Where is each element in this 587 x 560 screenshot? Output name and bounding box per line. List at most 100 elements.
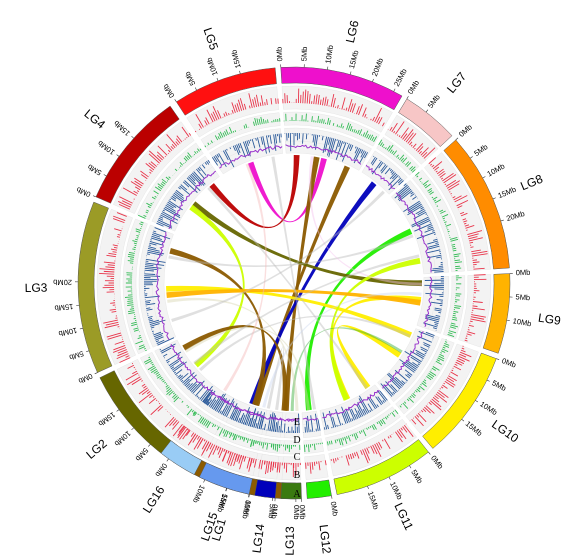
track-c-bars-lg6 xyxy=(283,113,378,143)
tick-label-lg6-2: 10Mb xyxy=(323,44,335,64)
track-b-bars-lg11 xyxy=(330,423,414,466)
ideogram-lg2 xyxy=(99,370,179,460)
track-c-bars-lg9 xyxy=(447,275,462,337)
chromosome-label-lg8: LG8 xyxy=(518,172,545,194)
tick-label-lg3-3: 15Mb xyxy=(54,302,74,313)
track-e-bg-lg7 xyxy=(361,161,399,195)
tick-label-lg3-4: 20Mb xyxy=(53,278,72,287)
track-c-bars-lg15 xyxy=(222,429,261,448)
tick-mark-lg2-0 xyxy=(166,458,169,462)
chromosome-label-lg2: LG2 xyxy=(83,436,110,462)
tick-label-lg2-2: 10Mb xyxy=(113,429,133,448)
track-b-bars-lg15 xyxy=(212,445,258,467)
track-e-line-lg11 xyxy=(322,390,380,419)
tick-mark-lg6-3 xyxy=(349,71,352,75)
track-b-bg-lg4 xyxy=(113,121,195,214)
track-letter-c: C xyxy=(294,452,301,463)
ideogram-lg8 xyxy=(443,139,510,270)
data-tracks xyxy=(99,88,488,478)
track-b-bars-lg4 xyxy=(118,126,192,212)
tick-mark-lg8-2 xyxy=(482,176,486,179)
tick-label-lg7-0: 0Mb xyxy=(406,79,421,96)
tick-mark-lg2-3 xyxy=(116,409,120,412)
tick-mark-lg6-5 xyxy=(393,88,396,92)
track-e-bg-lg3 xyxy=(151,229,176,343)
track-e-line-lg9 xyxy=(424,276,433,328)
tick-mark-lg11-2 xyxy=(388,476,391,480)
tick-label-lg8-1: 5Mb xyxy=(472,142,489,158)
tick-label-lg6-5: 25Mb xyxy=(392,67,409,88)
tick-label-lg10-0: 0Mb xyxy=(501,356,518,370)
ideogram-lg7 xyxy=(398,98,453,147)
chromosome-label-lg12: LG12 xyxy=(316,524,333,555)
track-c-bg-lg5 xyxy=(200,112,281,151)
ideogram-lg15 xyxy=(198,462,253,495)
tick-label-lg5-3: 15Mb xyxy=(229,49,242,69)
track-c-bars-lg7 xyxy=(378,139,416,173)
link-lg5-lg12-16 xyxy=(271,156,317,410)
tick-mark-lg10-2 xyxy=(475,400,479,403)
tick-mark-lg2-2 xyxy=(131,427,134,431)
track-b-bars-lg3 xyxy=(99,212,131,363)
tick-label-lg8-3: 15Mb xyxy=(497,185,518,201)
tick-mark-lg4-0 xyxy=(93,195,97,198)
tick-label-lg4-2: 10Mb xyxy=(96,139,116,157)
tick-mark-lg4-2 xyxy=(116,154,120,157)
track-d-bars-lg6 xyxy=(284,133,369,164)
tick-mark-lg12-0 xyxy=(331,495,333,499)
link-lg6-lg1-2 xyxy=(282,156,320,411)
track-b-bars-lg7 xyxy=(387,121,436,161)
tick-mark-lg10-1 xyxy=(486,379,490,382)
track-b-bars-lg13 xyxy=(284,462,301,476)
ideogram-lg16 xyxy=(160,440,202,475)
tick-mark-lg11-0 xyxy=(428,451,431,455)
tick-mark-lg11-1 xyxy=(409,465,412,469)
tick-label-lg2-0: 0Mb xyxy=(153,461,169,478)
tick-mark-lg10-3 xyxy=(461,418,465,422)
track-c-bg-lg10 xyxy=(395,338,455,415)
tick-label-lg7-1: 5Mb xyxy=(426,93,442,110)
track-c-bars-lg14 xyxy=(265,442,281,452)
tick-label-lg8-0: 0Mb xyxy=(457,122,474,138)
tick-label-lg15-1: 5Mb xyxy=(216,493,229,510)
link-lg8-lg12-4 xyxy=(304,228,413,411)
link-lg10-lg11-6 xyxy=(336,325,402,390)
track-b-bg-lg12 xyxy=(304,454,329,480)
track-e-line-lg15 xyxy=(234,407,266,419)
tick-mark-lg5-1 xyxy=(194,87,197,91)
tick-label-lg3-2: 10Mb xyxy=(58,326,78,339)
ideogram-lg6 xyxy=(280,66,403,111)
tick-label-lg5-0: 0Mb xyxy=(161,82,176,99)
tick-label-lg8-2: 10Mb xyxy=(486,162,507,179)
chromosome-label-lg9: LG9 xyxy=(537,311,562,328)
ideogram-lg9 xyxy=(482,273,511,354)
track-d-bars-lg3 xyxy=(144,227,175,346)
track-b-bg-lg8 xyxy=(424,152,491,272)
tick-label-lg2-3: 15Mb xyxy=(97,410,117,428)
tick-label-lg6-3: 15Mb xyxy=(347,49,361,69)
chromosome-label-lg7: LG7 xyxy=(444,69,469,96)
tick-mark-lg2-1 xyxy=(148,444,151,447)
track-d-bars-lg2 xyxy=(159,343,216,406)
track-b-bg-lg7 xyxy=(384,114,439,165)
tick-label-lg6-1: 5Mb xyxy=(299,46,309,61)
tick-label-lg6-4: 20Mb xyxy=(370,57,385,78)
tick-mark-lg3-2 xyxy=(79,327,83,330)
track-d-bars-lg4 xyxy=(156,159,211,229)
tick-label-lg11-3: 15Mb xyxy=(366,490,381,511)
track-b-bars-lg14 xyxy=(262,460,279,475)
track-e-line-lg10 xyxy=(382,331,424,389)
link-lg3-lg10-10 xyxy=(166,285,413,338)
ideogram-lg14 xyxy=(254,479,277,499)
tick-mark-lg3-1 xyxy=(85,350,90,353)
tick-label-lg3-0: 0Mb xyxy=(77,371,94,385)
track-b-bars-lg5 xyxy=(194,93,279,133)
tick-label-lg3-1: 5Mb xyxy=(68,349,85,362)
tick-label-lg6-0: 0Mb xyxy=(275,47,285,62)
track-c-bg-lg9 xyxy=(443,275,466,339)
tick-label-lg2-1: 5Mb xyxy=(134,446,150,463)
tick-label-lg12-0: 0Mb xyxy=(329,501,340,517)
track-d-bars-lg15 xyxy=(229,403,265,430)
ideogram-lg11 xyxy=(333,439,429,495)
